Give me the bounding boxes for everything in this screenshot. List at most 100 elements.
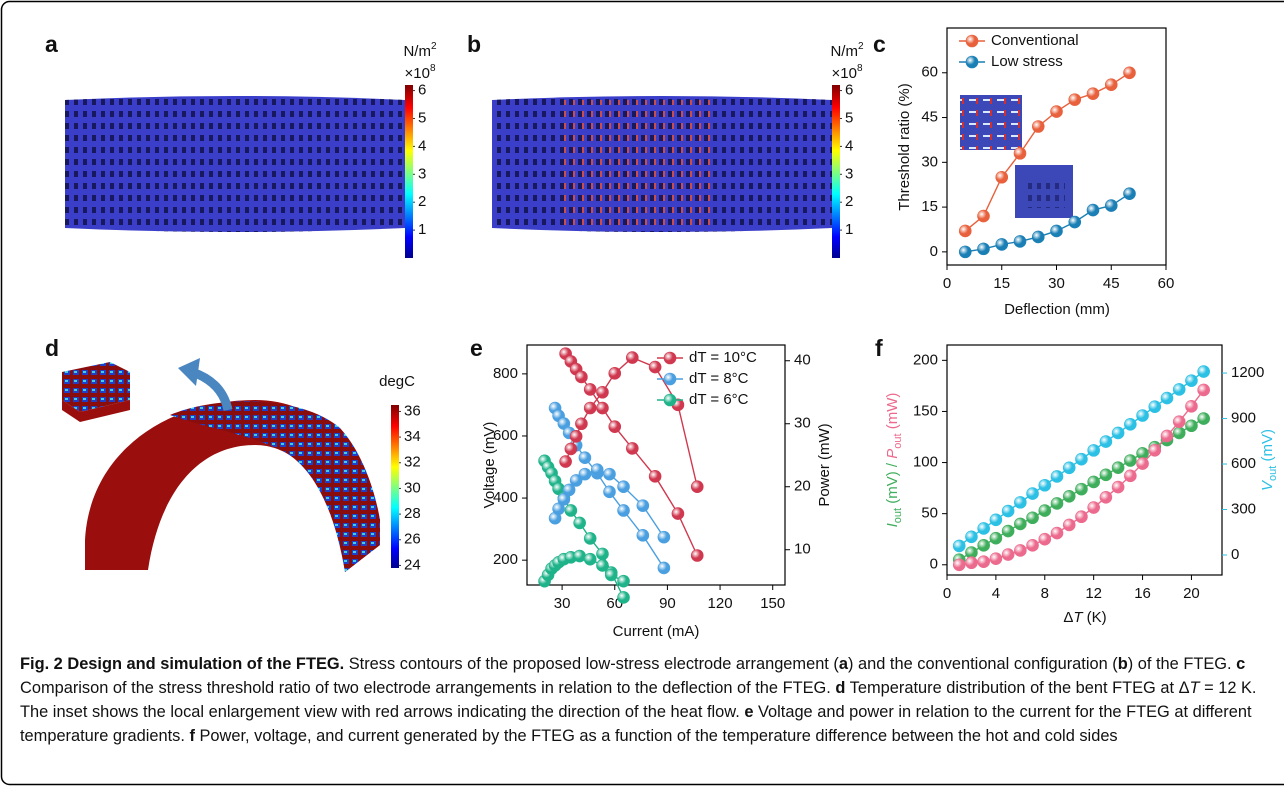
data-point [1185, 419, 1198, 433]
axis-label-part: T [1073, 609, 1084, 626]
data-point [596, 401, 609, 415]
data-point [596, 547, 609, 561]
data-point [1172, 383, 1186, 396]
data-point [965, 556, 978, 570]
axis-label-part: P [884, 449, 901, 459]
panel-label: c [873, 31, 886, 57]
x-tick-label: 12 [1085, 585, 1102, 602]
axis-label-part: I [884, 523, 901, 527]
data-point [1160, 391, 1174, 405]
data-point [564, 504, 578, 517]
data-point [1136, 409, 1149, 422]
data-point [958, 224, 972, 238]
data-point [596, 385, 609, 399]
legend-marker [663, 393, 677, 407]
axis-label-part: (K) [1083, 609, 1107, 626]
data-point [569, 430, 583, 443]
data-point [583, 383, 597, 396]
caption-ref: f [189, 727, 195, 745]
data-point [617, 480, 630, 494]
colorbar-tick-label: 5 [845, 109, 853, 126]
colorbar-tick-label: 1 [845, 221, 853, 238]
data-point [989, 552, 1003, 565]
axis-label-part: (mW) [884, 393, 901, 434]
data-point [569, 474, 583, 487]
data-point [1075, 510, 1088, 524]
data-point [1075, 452, 1088, 466]
y-tick-label: 45 [921, 109, 938, 126]
bent-fteg-top [170, 401, 380, 572]
data-point [690, 549, 704, 562]
data-point [1104, 78, 1118, 92]
caption-ref: a [838, 655, 849, 673]
x-tick-label: 120 [708, 595, 733, 612]
colorbar-tick-label: 34 [404, 428, 421, 445]
data-point [1099, 491, 1113, 504]
caption-text: Temperature distribution of the bent FTE… [845, 679, 1190, 697]
inset-texture [1025, 178, 1065, 208]
colorbar-tick-label: 3 [845, 165, 853, 182]
data-point [603, 485, 616, 499]
data-point [1197, 365, 1210, 378]
data-point [608, 420, 622, 433]
colorbar-tick-label: 36 [404, 402, 421, 419]
data-point [1111, 426, 1125, 440]
data-point [578, 467, 592, 481]
y-tick-label: 600 [493, 427, 518, 444]
caption: Fig. 2 Design and simulation of the FTEG… [20, 652, 1270, 748]
colorbar-unit: N/m2 [403, 41, 437, 60]
panel-label: f [875, 335, 883, 361]
data-point [1124, 469, 1137, 483]
data-point [573, 549, 586, 563]
colorbar-tick-label: 4 [418, 137, 426, 154]
axis-label-part: Δ [1063, 609, 1073, 626]
axis-label: ΔT (K) [1063, 609, 1106, 626]
data-point [1104, 199, 1118, 212]
data-point [1062, 461, 1076, 475]
y2-tick-label: 10 [794, 541, 811, 558]
data-point [590, 463, 604, 477]
axis-label: Iout (mV) / Pout (mW) [884, 393, 904, 528]
colorbar [391, 405, 399, 568]
y-tick-label: 30 [921, 153, 938, 170]
x-tick-label: 30 [1048, 275, 1065, 292]
axis-label: Voltage (mV) [481, 422, 498, 509]
data-point [657, 561, 671, 575]
y2-tick-label: 0 [1231, 546, 1239, 563]
colorbar-tick-label: 1 [418, 221, 426, 238]
data-point [1148, 400, 1162, 414]
data-point [583, 401, 597, 415]
data-point [1123, 66, 1136, 80]
axis-label: Power (mW) [816, 423, 833, 506]
data-point [952, 558, 966, 572]
y-tick-label: 800 [493, 365, 518, 382]
colorbar-tick-label: 28 [404, 505, 421, 522]
colorbar-scale: ×108 [404, 63, 435, 82]
x-tick-label: 8 [1041, 585, 1049, 602]
data-point [603, 467, 616, 481]
axis-label: Deflection (mm) [1004, 301, 1110, 318]
colorbar-tick-label: 6 [418, 82, 426, 99]
legend-marker [663, 351, 677, 365]
data-point [1038, 532, 1052, 546]
data-point [1185, 374, 1198, 387]
data-point [1062, 518, 1076, 532]
arrow-head [178, 358, 200, 386]
legend-label: dT = 8°C [689, 370, 749, 387]
x-tick-label: 90 [659, 595, 676, 612]
y-tick-label: 15 [921, 198, 938, 215]
legend-label: dT = 10°C [689, 349, 757, 366]
caption-symbol: T [1189, 679, 1200, 697]
inset-block-side [62, 400, 130, 422]
data-point [578, 451, 592, 465]
panel-label: a [45, 31, 58, 57]
y2-tick-label: 20 [794, 478, 811, 495]
colorbar-tick-label: 2 [418, 193, 426, 210]
x-tick-label: 60 [1158, 275, 1175, 292]
colorbar-tick-label: 4 [845, 137, 853, 154]
y-tick-label: 150 [913, 402, 938, 419]
y-tick-label: 200 [913, 351, 938, 368]
data-point [1038, 504, 1052, 517]
data-point [1014, 544, 1027, 557]
